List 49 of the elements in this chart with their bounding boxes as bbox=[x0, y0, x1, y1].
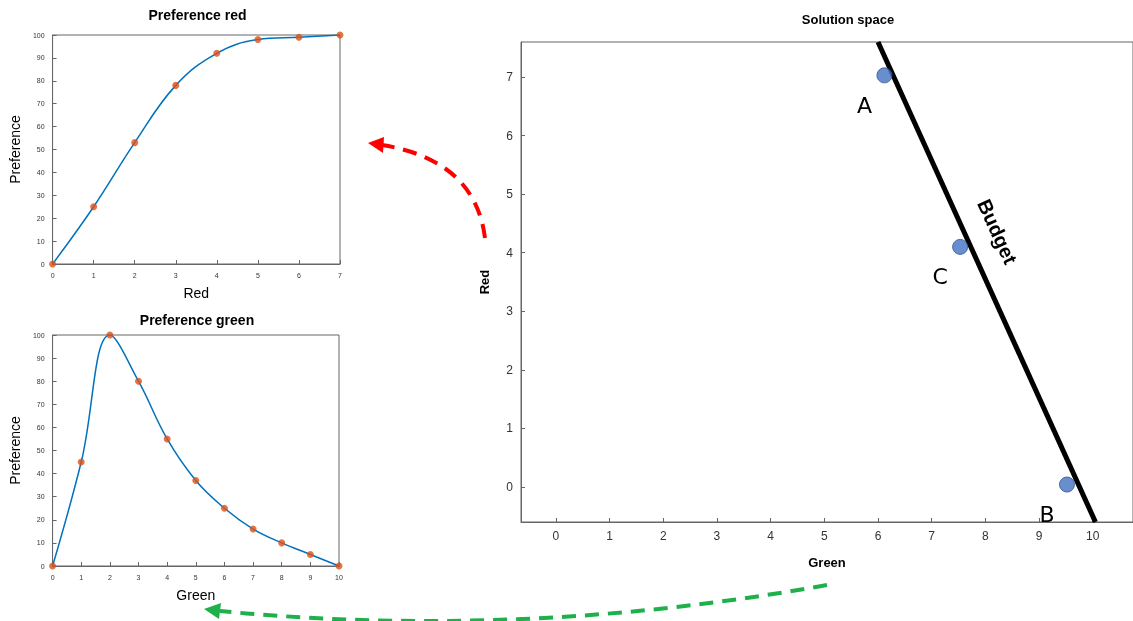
point bbox=[163, 435, 171, 443]
point bbox=[952, 238, 969, 255]
point bbox=[49, 260, 57, 268]
chart-title: Solution space bbox=[801, 12, 895, 27]
y-tick-label: 0 bbox=[506, 479, 514, 494]
point bbox=[278, 539, 286, 547]
y-axis-title: Preference bbox=[7, 416, 23, 485]
x-tick-label: 2 bbox=[659, 529, 667, 543]
x-axis-title: Red bbox=[183, 285, 210, 301]
y-tick-label: 2 bbox=[506, 362, 514, 377]
point bbox=[213, 49, 221, 57]
chart-title: Preference red bbox=[148, 7, 247, 23]
point bbox=[876, 67, 893, 84]
point bbox=[295, 33, 303, 41]
x-tick-label: 9 bbox=[1035, 529, 1043, 543]
x-tick-label: 1 bbox=[606, 529, 614, 543]
point bbox=[49, 562, 57, 570]
point bbox=[131, 139, 139, 147]
y-axis-title: Preference bbox=[7, 115, 23, 184]
x-tick-label: 3 bbox=[713, 529, 721, 543]
y-tick-label: 5 bbox=[506, 187, 514, 202]
point bbox=[306, 550, 314, 558]
x-axis-title: Green bbox=[808, 555, 846, 570]
annotation: C bbox=[932, 264, 948, 290]
y-tick-label: 6 bbox=[506, 128, 514, 143]
point bbox=[90, 203, 98, 211]
annotation: A bbox=[856, 92, 872, 118]
point bbox=[220, 504, 228, 512]
y-tick-label: 3 bbox=[506, 304, 514, 319]
x-tick-label: 8 bbox=[982, 529, 990, 543]
point bbox=[254, 36, 262, 44]
point bbox=[172, 81, 180, 89]
point bbox=[192, 477, 200, 485]
x-tick-label: 7 bbox=[928, 529, 936, 543]
y-tick-label: 1 bbox=[506, 421, 514, 436]
x-tick-label: 5 bbox=[820, 529, 828, 543]
y-axis-title: Red bbox=[477, 269, 492, 295]
y-tick-label: 4 bbox=[506, 245, 514, 260]
x-axis-title: Green bbox=[176, 587, 216, 603]
point bbox=[1058, 476, 1075, 493]
x-tick-label: 10 bbox=[1086, 529, 1100, 543]
annotation: B bbox=[1039, 502, 1055, 528]
x-tick-label: 4 bbox=[767, 529, 775, 543]
chart-title: Preference green bbox=[139, 312, 255, 328]
x-tick-label: 0 bbox=[552, 529, 560, 543]
point bbox=[135, 377, 143, 385]
point bbox=[77, 458, 85, 466]
y-tick-label: 7 bbox=[506, 70, 514, 85]
x-tick-label: 6 bbox=[874, 529, 882, 543]
